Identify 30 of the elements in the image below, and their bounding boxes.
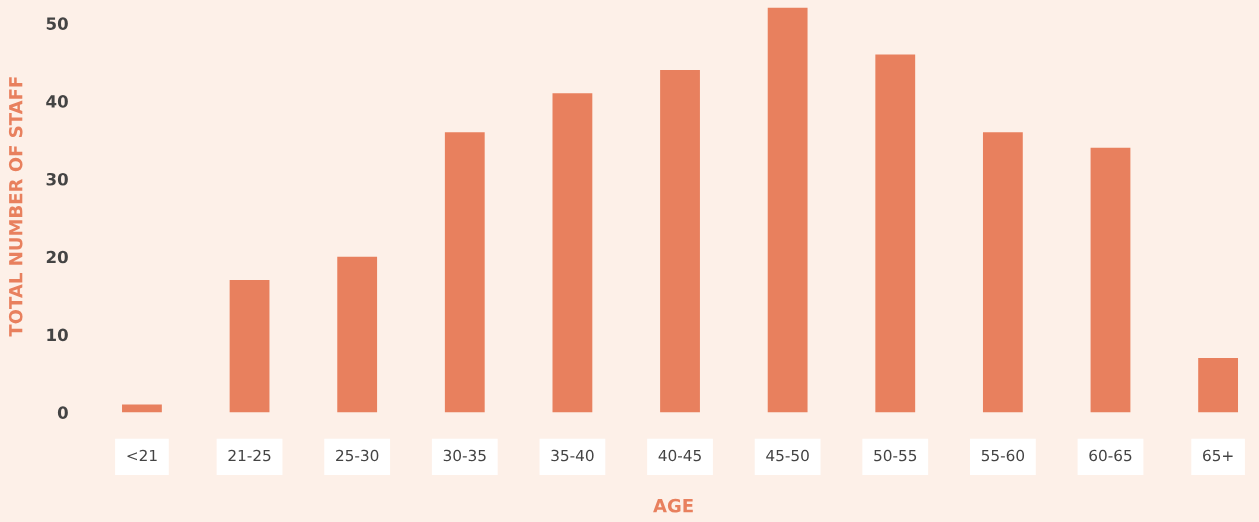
y-tick-label: 30 — [46, 172, 68, 186]
y-tick-label: 20 — [46, 250, 68, 264]
x-tick-label: 60-65 — [1089, 449, 1132, 462]
bar — [122, 404, 162, 413]
bar — [767, 7, 808, 413]
x-tick-label: 45-50 — [766, 449, 809, 462]
x-tick-label: 25-30 — [336, 449, 379, 462]
bar — [337, 256, 378, 413]
bar — [875, 54, 916, 413]
x-tick-label: 40-45 — [658, 449, 701, 462]
bar — [229, 280, 270, 413]
bar — [1090, 147, 1131, 413]
y-tick-label: 10 — [47, 328, 68, 342]
x-tick-label: 30-35 — [443, 449, 486, 462]
x-tick-label: 50-55 — [874, 449, 917, 462]
x-tick-label: 65+ — [1203, 449, 1233, 462]
bar — [552, 93, 593, 413]
bar — [982, 132, 1023, 413]
x-tick-label: 55-60 — [981, 449, 1025, 462]
x-axis-title: AGE — [653, 498, 693, 513]
bar — [660, 70, 700, 413]
bar — [444, 132, 485, 413]
y-tick-label: 50 — [46, 17, 68, 30]
x-tick-label: <21 — [127, 449, 157, 462]
bar — [1198, 357, 1239, 413]
y-tick-label: 40 — [46, 95, 68, 108]
x-tick-label: 35-40 — [551, 449, 594, 462]
y-tick-label: 0 — [57, 406, 68, 419]
y-axis-title: TOTAL NUMBER OF STAFF — [8, 77, 23, 337]
x-tick-label: 21-25 — [228, 449, 271, 462]
